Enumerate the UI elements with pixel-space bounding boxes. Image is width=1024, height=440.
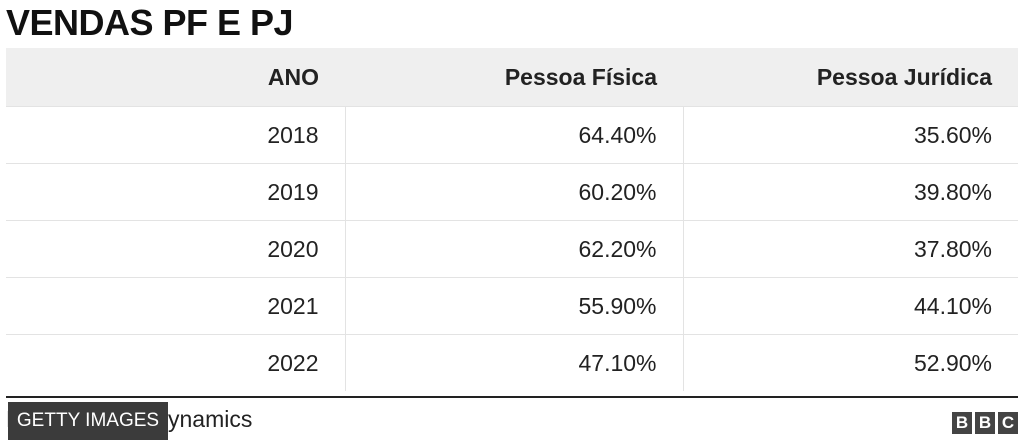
table-row: 2020 62.20% 37.80% <box>6 220 1018 278</box>
table-row: 2021 55.90% 44.10% <box>6 277 1018 335</box>
header-row: ANO Pessoa Física Pessoa Jurídica <box>6 48 1018 107</box>
column-header: ANO <box>6 48 345 107</box>
table-cell: 2022 <box>6 334 345 391</box>
table-row: 2019 60.20% 39.80% <box>6 163 1018 221</box>
logo-letter: B <box>952 412 972 434</box>
table-cell: 39.80% <box>682 163 1018 221</box>
table-cell: 60.20% <box>344 163 683 221</box>
divider <box>6 396 1018 398</box>
title: VENDAS PF E PJ <box>6 2 294 43</box>
table-cell: 2019 <box>6 163 345 221</box>
table-cell: 55.90% <box>344 277 683 335</box>
table-cell: 44.10% <box>682 277 1018 335</box>
photo-credit: GETTY IMAGES <box>8 402 168 440</box>
table-cell: 64.40% <box>344 106 683 164</box>
table-body: 2018 64.40% 35.60% 2019 60.20% 39.80% 2020 62.2… <box>6 106 1018 391</box>
table-row: 2018 64.40% 35.60% <box>6 106 1018 164</box>
table-cell: 47.10% <box>344 334 683 391</box>
column-header: Pessoa Jurídica <box>683 48 1018 107</box>
table-cell: 37.80% <box>682 220 1018 278</box>
table-row: 2022 47.10% 52.90% <box>6 334 1018 391</box>
table-cell: 35.60% <box>682 106 1018 164</box>
data-table: ANO Pessoa Física Pessoa Jurídica 2018 64.4… <box>6 48 1018 391</box>
logo-letter: B <box>975 412 995 434</box>
table-cell: 2020 <box>6 220 345 278</box>
logo-letter: C <box>998 412 1018 434</box>
table-cell: 62.20% <box>344 220 683 278</box>
column-header: Pessoa Física <box>345 48 683 107</box>
table-cell: 2021 <box>6 277 345 335</box>
source-text: ynamics <box>168 406 253 432</box>
table-cell: 52.90% <box>682 334 1018 391</box>
table-cell: 2018 <box>6 106 345 164</box>
